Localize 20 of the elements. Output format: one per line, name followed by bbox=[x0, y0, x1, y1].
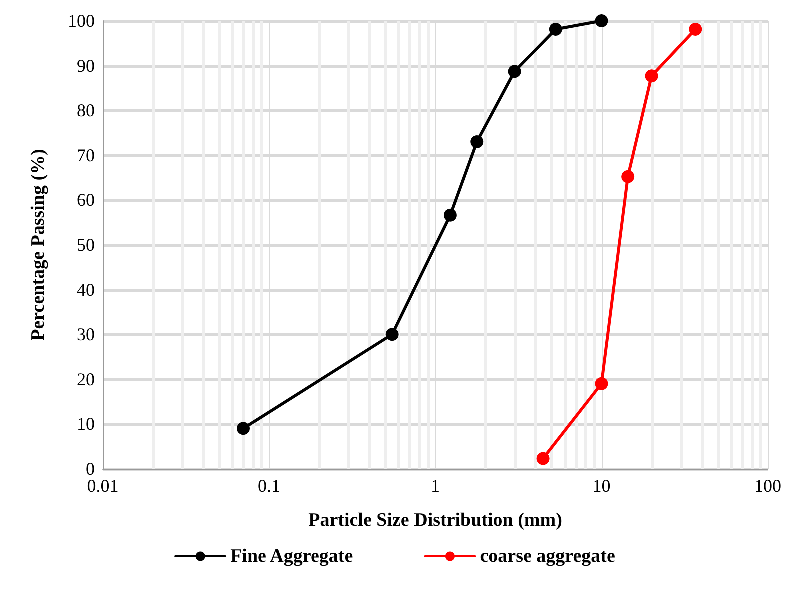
y-tick-label: 80 bbox=[77, 100, 95, 121]
x-tick-label: 0.01 bbox=[87, 476, 119, 496]
legend-label: coarse aggregate bbox=[480, 546, 616, 567]
y-tick-label: 70 bbox=[77, 145, 95, 166]
y-tick-label: 90 bbox=[77, 56, 95, 76]
y-tick-label: 50 bbox=[77, 235, 95, 255]
x-tick-label: 0.1 bbox=[258, 476, 280, 496]
x-tick-label: 10 bbox=[592, 476, 611, 496]
x-axis-title: Particle Size Distribution (mm) bbox=[308, 510, 562, 531]
x-tick-label: 100 bbox=[754, 476, 782, 496]
y-tick-label: 100 bbox=[68, 11, 95, 31]
y-tick-label: 40 bbox=[77, 280, 95, 300]
y-axis-title: Percentage Passing (%) bbox=[28, 149, 49, 341]
y-tick-label: 20 bbox=[77, 369, 95, 390]
y-tick-label: 10 bbox=[77, 414, 95, 434]
legend-label: Fine Aggregate bbox=[230, 546, 354, 567]
y-tick-label: 60 bbox=[77, 190, 95, 210]
y-tick-label: 0 bbox=[86, 459, 95, 479]
x-tick-label: 1 bbox=[431, 476, 440, 496]
y-tick-label: 30 bbox=[77, 324, 95, 345]
